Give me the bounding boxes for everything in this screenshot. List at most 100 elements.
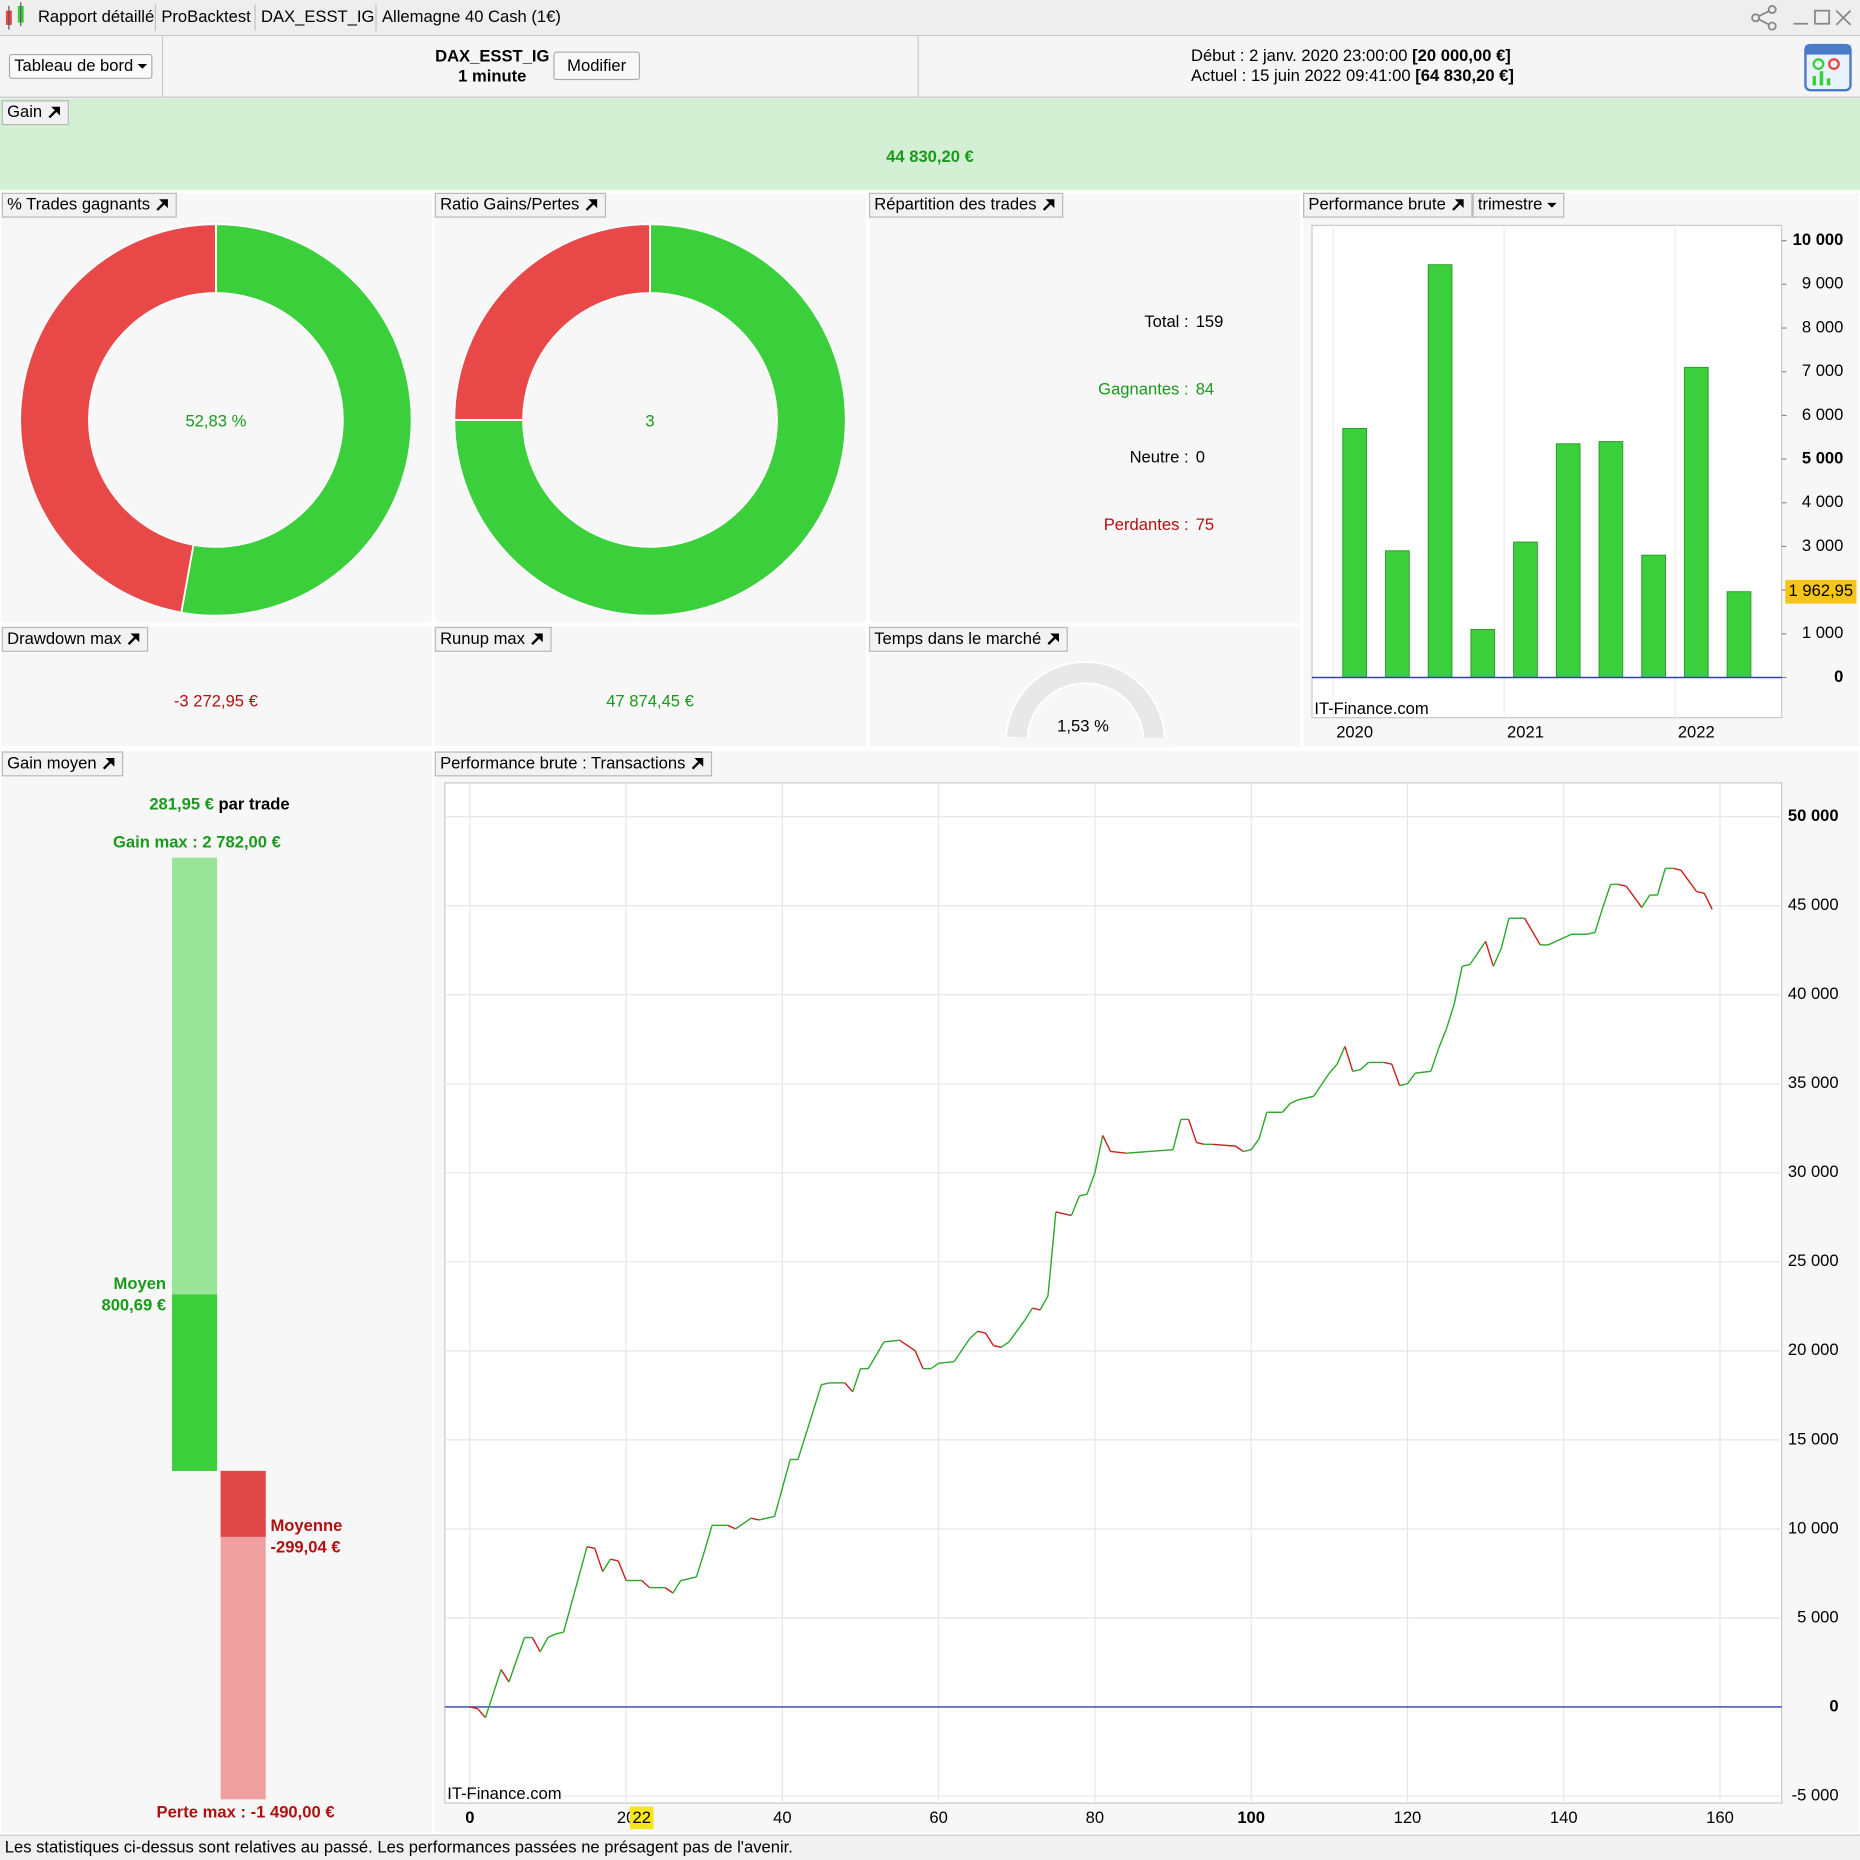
y-tick-label: 1 000 xyxy=(1802,623,1844,642)
wrench-icon[interactable] xyxy=(1047,633,1059,645)
y-tick-label: 7 000 xyxy=(1802,361,1844,380)
y-tick-label: 8 000 xyxy=(1802,317,1844,336)
equity-segment xyxy=(1445,1003,1456,1029)
loss-max-label: Perte max : xyxy=(157,1803,246,1822)
last-value-marker xyxy=(1785,579,1857,604)
y-tick-label: 9 000 xyxy=(1802,274,1844,293)
drawdown-value: -3 272,95 € xyxy=(174,692,258,711)
equity-segment xyxy=(1547,940,1557,946)
equity-segment xyxy=(1524,917,1541,946)
x-tick-label: 2021 xyxy=(1507,722,1544,741)
equity-segment xyxy=(1235,1145,1244,1153)
equity-segment xyxy=(500,1669,510,1683)
panel-title: Gain moyen xyxy=(7,753,96,772)
wrench-icon[interactable] xyxy=(156,199,168,211)
panel-tab[interactable] xyxy=(434,192,607,218)
gain-max-label: Gain max : xyxy=(113,833,198,852)
cursor-label: 22 xyxy=(632,1808,650,1827)
panel-title: Performance brute : Transactions xyxy=(440,753,685,772)
header-bar xyxy=(0,36,1860,98)
tab[interactable]: DAX_ESST_IG xyxy=(261,7,374,26)
distribution-label: Neutre : xyxy=(1130,447,1189,466)
panel-tab[interactable] xyxy=(868,626,1068,652)
x-tick-label: 120 xyxy=(1394,1808,1422,1827)
equity-segment xyxy=(1484,941,1495,967)
equity-segment xyxy=(797,1384,823,1460)
panel-tab[interactable] xyxy=(1,751,124,777)
gain-bar xyxy=(220,1470,266,1537)
distribution-label: Perdantes : xyxy=(1104,515,1189,534)
equity-segment xyxy=(484,1669,502,1718)
equity-segment xyxy=(1102,1135,1112,1152)
equity-segment xyxy=(531,1637,541,1653)
wrench-icon[interactable] xyxy=(1452,199,1464,211)
equity-segment xyxy=(547,1633,557,1639)
y-tick-label: 0 xyxy=(1829,1696,1838,1715)
y-tick-label: 10 000 xyxy=(1788,1518,1839,1537)
equity-segment xyxy=(695,1551,705,1578)
wrench-icon[interactable] xyxy=(102,757,115,770)
start-date: 2 janv. 2020 23:00:00 xyxy=(1249,46,1407,65)
equity-segment xyxy=(1656,868,1666,896)
period-dropdown[interactable] xyxy=(1472,192,1565,218)
panel-tab[interactable] xyxy=(434,626,552,652)
wrench-icon[interactable] xyxy=(691,757,704,770)
wrench-icon[interactable] xyxy=(127,633,140,645)
y-tick-label: 40 000 xyxy=(1788,984,1839,1003)
start-info: Début : 2 janv. 2020 23:00:00 [20 000,00… xyxy=(1191,46,1511,65)
equity-segment xyxy=(993,1344,1002,1348)
panel-tab[interactable] xyxy=(1,192,177,218)
y-tick-label: 35 000 xyxy=(1788,1073,1839,1092)
tab[interactable]: ProBacktest xyxy=(161,7,251,26)
y-tick-label: 0 xyxy=(1834,667,1843,686)
y-tick-label: 50 000 xyxy=(1788,806,1839,825)
y-tick-label: 45 000 xyxy=(1788,895,1839,914)
avg-loss-value: -299,04 € xyxy=(270,1537,340,1556)
modify-button[interactable] xyxy=(553,51,640,81)
equity-segment xyxy=(899,1339,916,1352)
equity-segment xyxy=(1399,1083,1408,1087)
panel-tab[interactable] xyxy=(1303,192,1473,218)
distribution-value: 84 xyxy=(1196,380,1214,399)
wrench-icon[interactable] xyxy=(531,633,543,645)
y-tick-label: -5 000 xyxy=(1792,1785,1839,1804)
modify-button-label[interactable]: Modifier xyxy=(567,56,626,75)
equity-segment xyxy=(1328,1063,1338,1074)
settings-icon[interactable] xyxy=(1804,43,1852,92)
equity-segment xyxy=(1415,1070,1431,1074)
gain-max: Gain max : 2 782,00 € xyxy=(113,833,281,852)
equity-segment xyxy=(773,1459,791,1517)
x-tick-label: 2022 xyxy=(1678,722,1715,741)
x-tick-label: 100 xyxy=(1237,1808,1265,1827)
wrench-icon[interactable] xyxy=(48,106,60,119)
panel-tab[interactable] xyxy=(1,626,149,652)
bar xyxy=(1427,264,1453,678)
equity-segment xyxy=(1641,894,1651,908)
equity-segment xyxy=(1172,1119,1182,1150)
panel-tab[interactable] xyxy=(868,192,1064,218)
wrench-icon[interactable] xyxy=(1042,199,1055,211)
equity-segment xyxy=(1187,1119,1198,1143)
equity-segment xyxy=(914,1350,924,1369)
runup-value: 47 874,45 € xyxy=(606,692,694,711)
x-tick-label: 0 xyxy=(465,1808,474,1827)
equity-segment xyxy=(1055,1211,1072,1217)
tab[interactable]: Rapport détaillé xyxy=(38,7,154,26)
cursor-marker xyxy=(629,1806,654,1830)
equity-segment xyxy=(1469,940,1487,965)
panel-title: Temps dans le marché xyxy=(874,629,1041,648)
dashboard-dropdown[interactable] xyxy=(8,53,153,79)
dashboard-label[interactable]: Tableau de bord xyxy=(14,56,133,75)
equity-segment xyxy=(1047,1211,1057,1296)
y-tick-label: 10 000 xyxy=(1793,230,1844,249)
period-label[interactable]: trimestre xyxy=(1478,195,1543,214)
equity-segment xyxy=(977,1330,986,1334)
window-buttons[interactable] xyxy=(1751,5,1852,31)
equity-segment xyxy=(1297,1095,1314,1101)
bar xyxy=(1683,366,1709,678)
wrench-icon[interactable] xyxy=(585,199,598,211)
panel-tab[interactable] xyxy=(434,751,713,777)
distribution-value: 159 xyxy=(1196,312,1224,331)
tab[interactable]: Allemagne 40 Cash (1€) xyxy=(382,7,561,26)
bar-plot-area xyxy=(1311,224,1783,719)
